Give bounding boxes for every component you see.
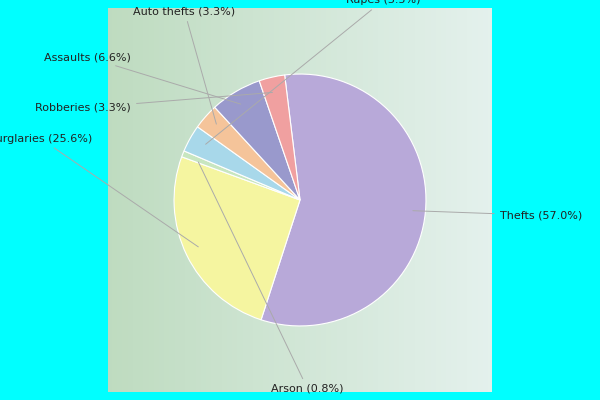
Text: Thefts (57.0%): Thefts (57.0%): [413, 210, 582, 220]
Wedge shape: [261, 74, 426, 326]
Wedge shape: [259, 75, 300, 200]
Wedge shape: [197, 107, 300, 200]
Wedge shape: [215, 81, 300, 200]
Text: Arson (0.8%): Arson (0.8%): [199, 162, 344, 394]
Wedge shape: [182, 151, 300, 200]
Text: Rapes (3.5%): Rapes (3.5%): [206, 0, 421, 144]
Text: Robberies (3.3%): Robberies (3.3%): [35, 92, 272, 113]
Text: Assaults (6.6%): Assaults (6.6%): [44, 52, 241, 104]
Text: Burglaries (25.6%): Burglaries (25.6%): [0, 134, 198, 247]
Wedge shape: [174, 157, 300, 320]
Text: Auto thefts (3.3%): Auto thefts (3.3%): [133, 6, 235, 124]
Wedge shape: [184, 127, 300, 200]
